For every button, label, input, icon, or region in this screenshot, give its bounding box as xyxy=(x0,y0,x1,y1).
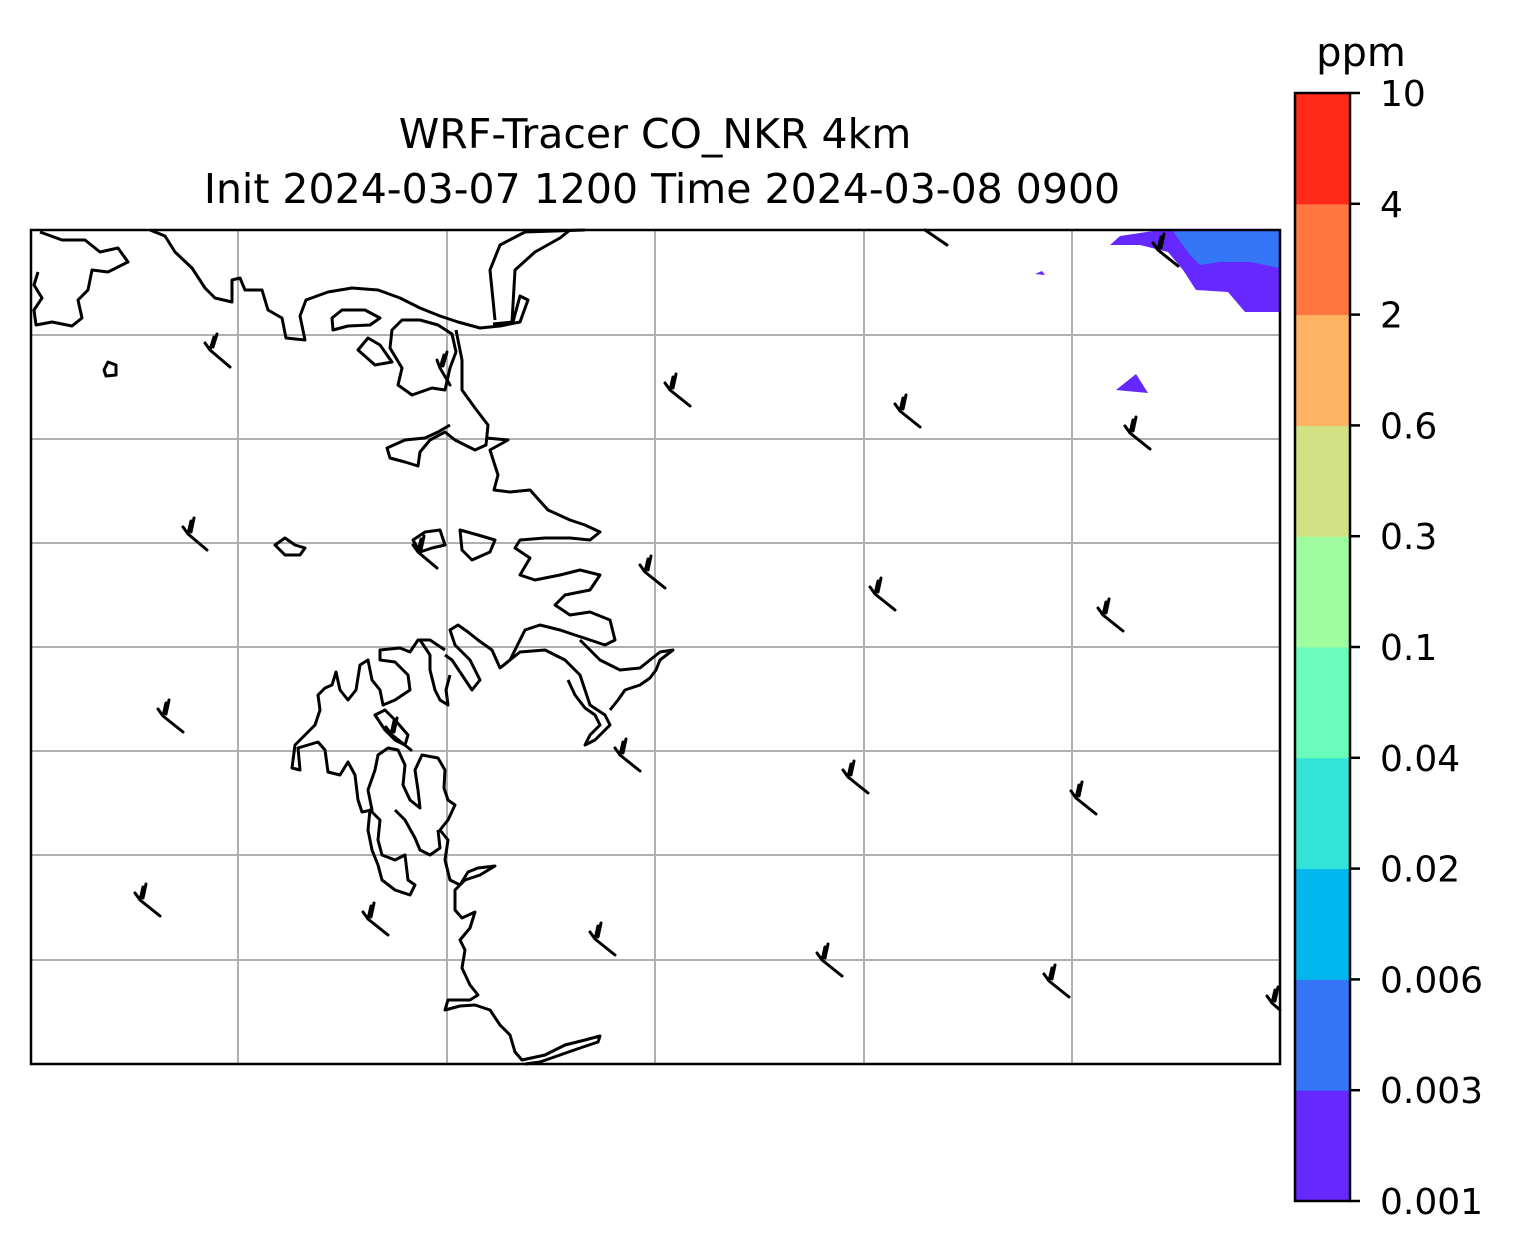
colorbar-tick-label: 0.02 xyxy=(1380,850,1460,891)
title-line-2: Init 2024-03-07 1200 Time 2024-03-08 090… xyxy=(204,165,1120,213)
wind-barb xyxy=(133,882,162,918)
colorbar-tick-label: 0.006 xyxy=(1380,960,1483,1001)
coastline-islands-3 xyxy=(273,536,307,557)
colorbar-swatch xyxy=(1295,647,1350,759)
colorbar-tick-label: 2 xyxy=(1380,296,1403,337)
coastline-inner-1 xyxy=(418,639,452,707)
coastline-inner-4 xyxy=(393,808,442,857)
wind-barb xyxy=(588,921,617,957)
tracer-region-ne-mid xyxy=(1172,230,1280,268)
wind-barb xyxy=(613,737,642,773)
wind-barb xyxy=(181,516,209,552)
colorbar-tick-label: 0.1 xyxy=(1380,628,1437,669)
colorbar-ticks: 0.001 0.003 0.006 0.02 0.04 0.1 0.3 0.6 2 4 10 xyxy=(1350,74,1483,1223)
wind-barb xyxy=(663,372,692,408)
colorbar-tick-label: 4 xyxy=(1380,185,1403,226)
wind-barb xyxy=(1042,963,1071,999)
tracer-region-spot-2 xyxy=(1035,271,1045,275)
colorbar: ppm 0.001 0.003 0.006 0.02 0.04 0.1 0.3 0.6 2 4 10 xyxy=(1293,30,1483,1223)
coastline-main-3 xyxy=(578,638,675,711)
colorbar-tick-label: 0.3 xyxy=(1380,517,1437,558)
wind-barb xyxy=(411,534,439,570)
coastline-river-1 xyxy=(488,228,586,321)
title-line-1: WRF-Tracer CO_NKR 4km xyxy=(399,110,912,158)
coastlines xyxy=(32,228,675,1066)
wind-barb xyxy=(815,942,844,978)
colorbar-tick-label: 10 xyxy=(1380,74,1426,115)
colorbar-swatch xyxy=(1295,425,1350,537)
colorbar-swatch xyxy=(1295,979,1350,1091)
coastline-north xyxy=(32,230,130,328)
coastline-peninsula xyxy=(290,638,602,1066)
colorbar-swatch xyxy=(1295,314,1350,426)
wind-barb xyxy=(1096,597,1125,633)
tracer-region-spot-1 xyxy=(1116,374,1148,393)
coastline-main-2 xyxy=(499,648,612,747)
colorbar-swatch xyxy=(1295,93,1350,205)
colorbar-tick-label: 0.04 xyxy=(1380,739,1460,780)
wind-barb xyxy=(893,393,922,429)
wind-barb xyxy=(638,554,667,590)
coastline-lake-1 xyxy=(330,308,382,332)
coastline-inner-2 xyxy=(373,708,410,747)
colorbar-tick-label: 0.001 xyxy=(1380,1182,1483,1223)
wind-barbs xyxy=(133,228,1282,1012)
wind-barb xyxy=(203,332,232,369)
colorbar-swatch xyxy=(1295,536,1350,648)
coastline-main-1 xyxy=(444,436,617,692)
colorbar-unit: ppm xyxy=(1316,30,1406,76)
wind-barb xyxy=(868,576,897,612)
wind-barb xyxy=(1123,415,1152,451)
colorbar-swatches xyxy=(1295,93,1350,1202)
gridlines xyxy=(31,230,1280,1064)
colorbar-swatch xyxy=(1295,203,1350,316)
coastline-channel xyxy=(385,329,490,468)
wind-barb xyxy=(361,901,390,937)
colorbar-frame xyxy=(1293,91,1352,1203)
wind-barb xyxy=(435,350,452,387)
map-panel xyxy=(29,228,1282,1066)
coastline-islands-2 xyxy=(458,528,497,562)
wind-barb xyxy=(841,759,870,795)
colorbar-swatch xyxy=(1295,868,1350,980)
coastline-estuary xyxy=(388,318,458,397)
colorbar-tick-label: 0.6 xyxy=(1380,406,1437,447)
coastline-islands-4 xyxy=(102,360,118,378)
wind-barb xyxy=(384,716,413,752)
tracer-contours xyxy=(1035,230,1280,393)
colorbar-tick-label: 0.003 xyxy=(1380,1071,1483,1112)
colorbar-swatch xyxy=(1295,1090,1350,1202)
coastline-inner-3 xyxy=(366,808,417,897)
coastline-north-2 xyxy=(149,228,530,342)
coastline-lake-2 xyxy=(356,336,394,367)
coastline-river-2 xyxy=(510,228,571,323)
wind-barb xyxy=(1151,232,1180,268)
wind-barb xyxy=(1265,985,1282,1012)
wind-barb xyxy=(156,698,185,734)
map-frame xyxy=(29,228,1282,1066)
wind-barb xyxy=(923,228,949,247)
wind-barb xyxy=(1069,780,1098,816)
colorbar-swatch xyxy=(1295,757,1350,870)
